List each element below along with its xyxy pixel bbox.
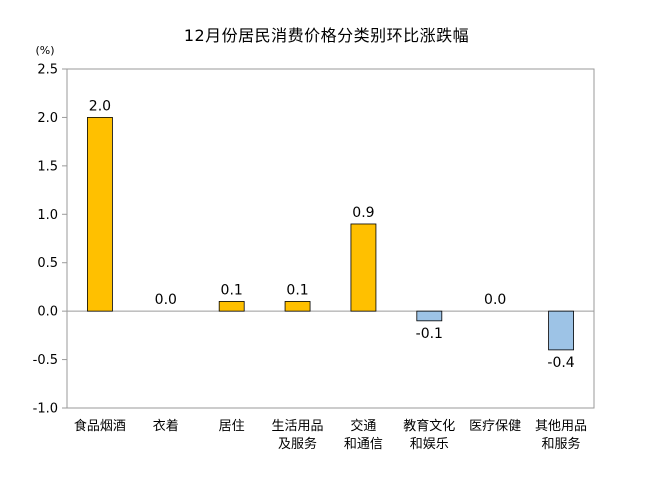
y-tick-label: 0.5	[37, 256, 58, 271]
bars-group	[87, 117, 574, 351]
bar	[87, 117, 113, 312]
data-label: 0.0	[484, 292, 506, 308]
category-label: 教育文化	[403, 418, 455, 434]
category-label: 其他用品	[535, 419, 587, 434]
bar	[548, 310, 574, 351]
y-tick-label: 2.0	[37, 111, 58, 126]
data-label: 0.1	[286, 282, 308, 298]
plot-area-frame	[66, 68, 595, 409]
bar	[218, 301, 245, 312]
data-label: -0.1	[416, 326, 443, 342]
chart-title: 12月份居民消费价格分类别环比涨跌幅	[183, 26, 470, 45]
data-label: 0.1	[221, 282, 243, 298]
category-label: 及服务	[278, 436, 317, 452]
y-axis-unit: (%)	[35, 44, 54, 57]
y-tick-label: 1.0	[37, 208, 58, 223]
y-axis: 2.5 2.0 1.5 1.0 0.5 0.0 -0.5 -1.0	[33, 63, 67, 417]
category-label: 和服务	[542, 436, 581, 452]
data-labels-group: 2.0 0.0 0.1 0.1 0.9 -0.1 0.0 -0.4	[89, 98, 575, 370]
y-tick-label: -1.0	[33, 402, 58, 417]
category-label: 医疗保健	[469, 419, 521, 434]
y-tick-label: 2.5	[37, 63, 58, 78]
category-label: 居住	[219, 419, 245, 434]
category-label: 衣着	[153, 418, 179, 434]
data-label: 0.0	[155, 292, 177, 308]
category-label: 和通信	[344, 437, 383, 452]
bar	[284, 301, 311, 312]
category-label: 食品烟酒	[74, 418, 126, 434]
bar	[416, 310, 443, 322]
y-tick-label: -0.5	[33, 353, 58, 368]
data-label: -0.4	[547, 355, 574, 371]
data-label: 2.0	[89, 98, 111, 114]
y-tick-label: 1.5	[37, 159, 58, 174]
data-label: 0.9	[352, 205, 374, 221]
y-tick-label: 0.0	[37, 305, 58, 320]
category-label: 交通	[350, 418, 376, 434]
category-label: 生活用品	[272, 419, 324, 434]
category-label: 和娱乐	[410, 437, 449, 452]
bar	[350, 223, 377, 312]
